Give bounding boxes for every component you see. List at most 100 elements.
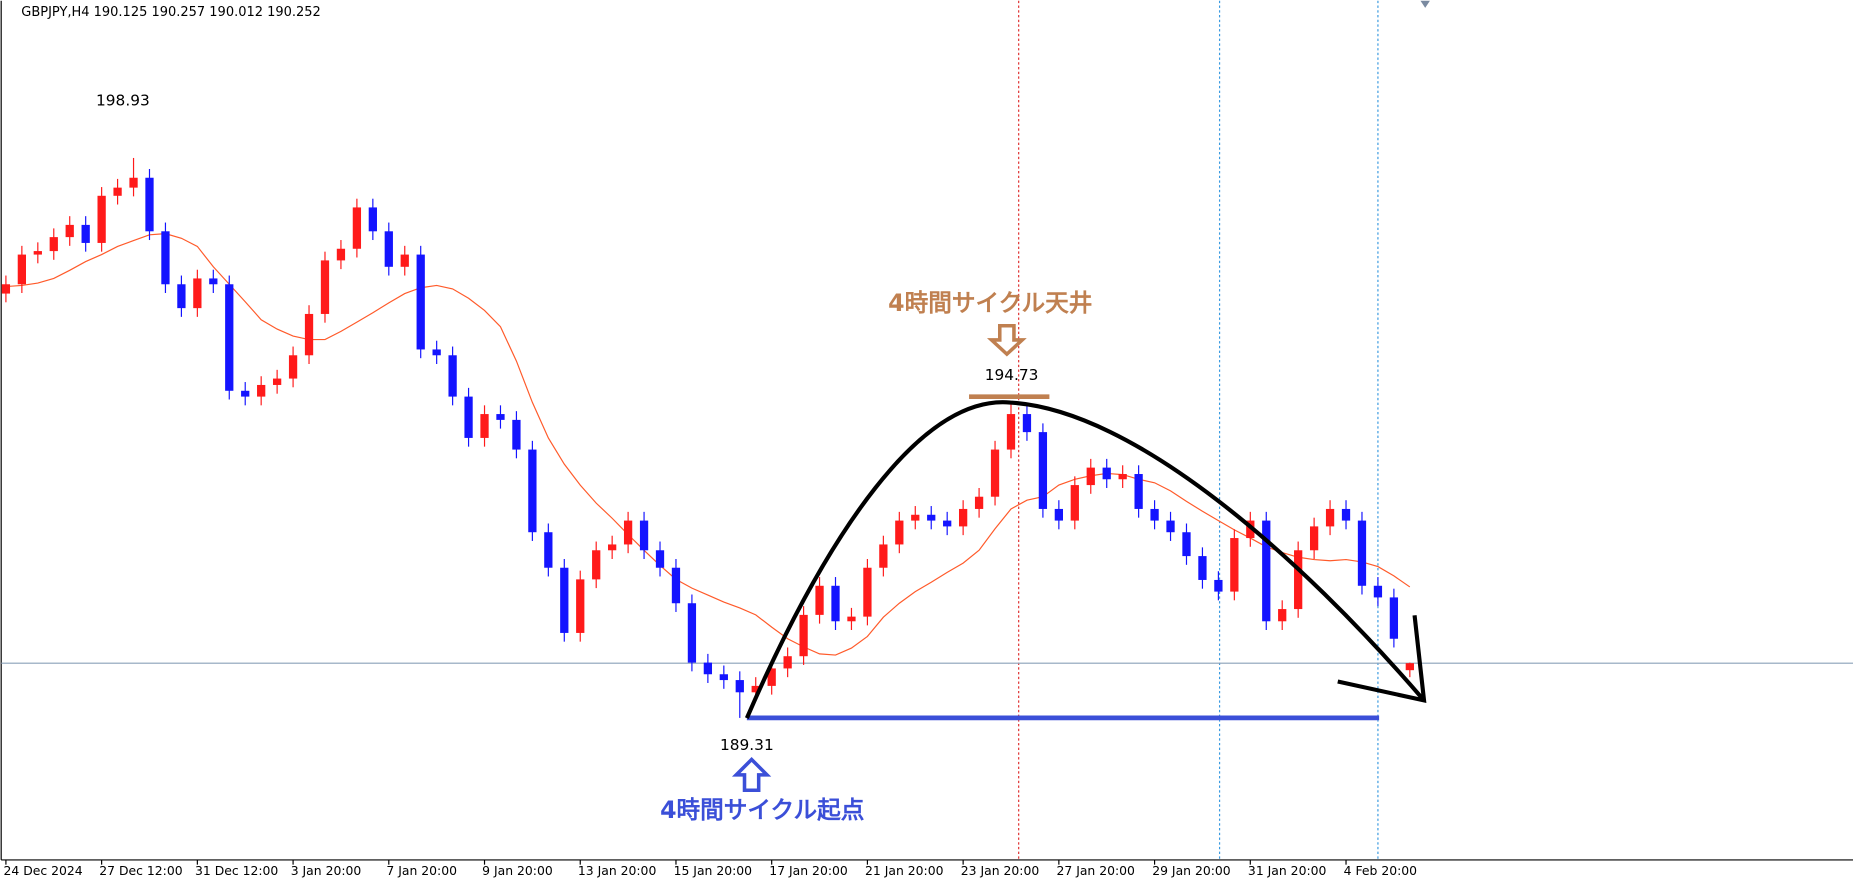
candle-body: [193, 278, 202, 309]
x-tick-label: 9 Jan 20:00: [482, 863, 553, 878]
candle-body: [33, 251, 42, 255]
candle-body: [368, 207, 377, 232]
candle-body: [1182, 532, 1191, 557]
candle-body: [655, 550, 665, 568]
candle-body: [320, 260, 330, 314]
price-label: 198.93: [96, 92, 150, 110]
candle-body: [1, 284, 11, 294]
annotation: 4時間サイクル起点: [660, 796, 865, 824]
candle-body: [703, 662, 713, 675]
candle-body: [416, 254, 425, 350]
candle-body: [209, 278, 218, 285]
candle-body: [1309, 526, 1319, 551]
candle-body: [815, 585, 824, 615]
candle-body: [384, 231, 393, 267]
candle-body: [257, 384, 266, 397]
x-tick-label: 31 Jan 20:00: [1248, 863, 1327, 878]
candle-body: [145, 177, 154, 232]
candle-body: [990, 449, 1000, 497]
candle-body: [1102, 467, 1111, 480]
candle-body: [767, 668, 776, 686]
candle-body: [464, 396, 473, 438]
x-tick-label: 21 Jan 20:00: [865, 863, 944, 878]
candle-body: [1230, 538, 1239, 592]
candle-body: [799, 614, 808, 657]
candle-body: [1118, 474, 1127, 480]
candle-body: [272, 378, 282, 385]
candle-body: [1262, 520, 1271, 622]
price-label: 189.31: [720, 736, 774, 754]
x-tick-label: 29 Jan 20:00: [1152, 863, 1231, 878]
candle-body: [687, 603, 697, 663]
x-tick-label: 4 Feb 20:00: [1344, 863, 1418, 878]
arrow-head: [1337, 615, 1427, 704]
candle-body: [17, 254, 26, 285]
candle-body: [576, 579, 585, 633]
candle-body: [831, 585, 840, 622]
x-tick-label: 17 Jan 20:00: [769, 863, 848, 878]
up-arrow: [731, 756, 772, 792]
candle-body: [1294, 550, 1303, 610]
x-tick-label: 27 Jan 20:00: [1056, 863, 1135, 878]
candle-body: [544, 532, 553, 568]
x-tick-label: 31 Dec 12:00: [195, 863, 278, 878]
down-arrow: [986, 324, 1027, 357]
candle-body: [1214, 579, 1223, 592]
candle-body: [895, 520, 904, 545]
candle-body: [1150, 508, 1159, 521]
candle-body: [304, 313, 314, 356]
candle-body: [592, 550, 601, 580]
candle-body: [1373, 585, 1383, 598]
candle-body: [1325, 508, 1335, 527]
candle-body: [927, 514, 936, 521]
candle-body: [97, 195, 106, 243]
candle-body: [1278, 609, 1287, 622]
candle-body: [879, 544, 888, 568]
candle-body: [161, 231, 170, 285]
candle-body: [911, 514, 920, 521]
candle-body: [671, 567, 681, 604]
candle-body: [177, 284, 186, 309]
candle-body: [113, 187, 122, 196]
candle-body: [958, 508, 968, 527]
candle-body: [352, 207, 362, 249]
candle-body: [719, 674, 728, 681]
candle-body: [49, 237, 58, 252]
moving-average: [5, 233, 1411, 656]
candle-body: [1405, 663, 1414, 671]
x-tick-label: 7 Jan 20:00: [386, 863, 457, 878]
x-tick-label: 27 Dec 12:00: [99, 863, 182, 878]
candle-body: [1198, 556, 1207, 580]
candle-body: [225, 284, 234, 391]
candle-body: [974, 496, 984, 509]
price-label: 194.73: [985, 366, 1039, 384]
shift-marker: [1420, 0, 1430, 8]
x-tick-label: 3 Jan 20:00: [291, 863, 362, 878]
candle-body: [81, 224, 90, 243]
plot-area: [1, 157, 1853, 721]
cycle-curve: [744, 400, 1426, 719]
candle-body: [1070, 485, 1079, 521]
candle-body: [241, 390, 250, 397]
candle-body: [1022, 414, 1032, 433]
candle-body: [448, 355, 457, 397]
x-tick-label: 15 Jan 20:00: [674, 863, 753, 878]
candle-body: [735, 680, 744, 693]
candle-body: [560, 567, 569, 633]
candle-body: [432, 349, 441, 356]
candle-body: [480, 414, 489, 438]
candle-body: [1038, 432, 1048, 509]
candle-body: [1389, 597, 1399, 639]
candle-body: [863, 567, 872, 617]
candle-body: [1054, 508, 1063, 521]
candle-body: [608, 544, 617, 551]
annotation: 4時間サイクル天井: [888, 289, 1092, 317]
candle-body: [639, 520, 649, 551]
candle-body: [129, 177, 138, 188]
candle-body: [783, 656, 792, 669]
candle-body: [1341, 508, 1351, 521]
candle-body: [1006, 414, 1016, 450]
candle-body: [512, 419, 521, 450]
x-tick-label: 13 Jan 20:00: [578, 863, 657, 878]
candle-body: [65, 224, 74, 238]
